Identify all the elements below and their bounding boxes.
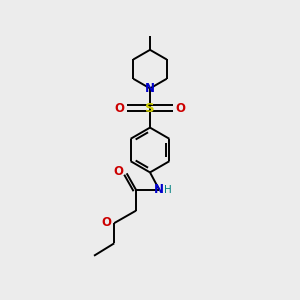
Text: O: O — [176, 101, 186, 115]
Text: N: N — [145, 82, 155, 95]
Text: N: N — [154, 183, 164, 196]
Text: O: O — [101, 216, 111, 229]
Text: O: O — [113, 165, 123, 178]
Text: O: O — [114, 101, 124, 115]
Text: S: S — [145, 101, 155, 115]
Text: H: H — [164, 185, 172, 195]
